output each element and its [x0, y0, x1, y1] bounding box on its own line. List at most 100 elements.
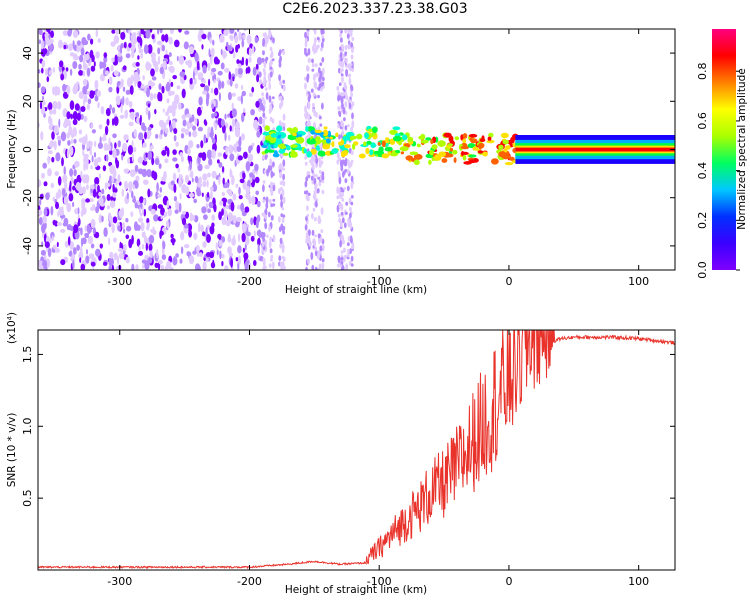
spectrogram-noise-cell: [92, 188, 97, 198]
spectrogram-streak-cell: [268, 82, 271, 90]
spectrogram-noise-cell: [99, 243, 104, 249]
spectrogram-noise-cell: [111, 118, 115, 126]
spectrogram-signal-cell: [342, 136, 349, 141]
spectrogram-noise-cell: [94, 140, 97, 148]
spectrogram-streak-cell: [279, 243, 283, 249]
spectrogram-noise-cell: [251, 86, 255, 93]
spectrogram-noise-cell: [176, 55, 179, 62]
spectrogram-signal-cell: [418, 135, 425, 140]
spectrogram-noise-cell: [145, 29, 151, 39]
spectrogram-noise-cell: [226, 41, 229, 47]
spectrogram-noise-cell: [122, 86, 126, 92]
spectrogram-noise-cell: [114, 54, 118, 65]
spectrogram-noise-cell: [208, 158, 213, 166]
spectrogram-noise-cell: [90, 188, 93, 193]
spectrogram-noise-cell: [251, 142, 255, 147]
spectrogram-streak-cell: [262, 112, 266, 118]
spectrogram-signal-cell: [370, 143, 377, 148]
spectrogram-noise-cell: [210, 126, 214, 137]
spectrogram-noise-cell: [225, 146, 228, 155]
spectrogram-noise-cell: [46, 76, 50, 83]
spectrogram-panel: -300 -200 -100 0 100 40 20 0 -20 -40 Height of s…: [6, 28, 676, 296]
spectrogram-streak-cell: [304, 112, 307, 118]
spectrogram-noise-cell: [211, 137, 216, 144]
spectrogram-noise-cell: [145, 61, 151, 71]
spectrogram-signal-cell: [344, 144, 351, 149]
spectrogram-streak-cell: [272, 161, 275, 168]
spectrogram-streak-cell: [305, 266, 308, 270]
spectrogram-streak-cell: [347, 44, 350, 49]
spectrogram-streak-cell: [340, 260, 344, 266]
spectrogram-noise-cell: [39, 193, 44, 200]
spectrogram-streak-cell: [311, 68, 315, 72]
spectrogram-noise-cell: [139, 196, 144, 204]
spectrogram-streak-cell: [306, 65, 310, 72]
spectrogram-signal-cell: [305, 126, 309, 132]
spectrogram-noise-cell: [254, 36, 258, 44]
spectrogram-streak-cell: [314, 234, 317, 238]
spectrogram-noise-cell: [168, 52, 172, 57]
spectrogram-noise-cell: [97, 101, 100, 109]
spectrogram-signal-cell: [264, 125, 270, 132]
spectrogram-noise-cell: [106, 205, 110, 210]
spectrogram-noise-cell: [242, 247, 245, 253]
spectrogram-streak-cell: [340, 92, 343, 97]
spectrogram-streak-cell: [338, 217, 342, 223]
spectrogram-streak-cell: [318, 169, 322, 174]
spectrogram-noise-cell: [171, 120, 176, 129]
spectrogram-streak-cell: [268, 240, 272, 248]
spectrogram-noise-cell: [73, 138, 77, 144]
spectrogram-noise-cell: [206, 149, 212, 160]
spectrogram-noise-cell: [38, 259, 42, 267]
spectrogram-streak-cell: [318, 180, 322, 187]
spectrogram-noise-cell: [101, 136, 107, 142]
spectrogram-noise-cell: [100, 61, 107, 69]
spectrogram-noise-cell: [123, 228, 126, 234]
spectrogram-noise-cell: [155, 134, 159, 139]
spectrogram-streak-cell: [282, 50, 286, 55]
spectrogram-streak-cell: [350, 126, 353, 131]
spectrogram-noise-cell: [230, 170, 233, 178]
spectrogram-streak-cell: [347, 236, 351, 242]
spectrogram-noise-cell: [170, 81, 174, 87]
spectrogram-noise-cell: [204, 164, 210, 170]
spectrogram-noise-cell: [241, 84, 244, 91]
spectrogram-noise-cell: [108, 257, 114, 267]
spectrogram-noise-cell: [86, 249, 88, 255]
spectrogram-streak-cell: [282, 196, 286, 204]
spectrogram-noise-cell: [122, 65, 127, 71]
chart-title: C2E6.2023.337.23.38.G03: [282, 1, 468, 17]
spectrogram-noise-cell: [56, 221, 63, 227]
spectrogram-noise-cell: [141, 231, 145, 238]
spectrogram-noise-cell: [157, 193, 162, 198]
spectrogram-noise-cell: [100, 73, 105, 82]
spectrogram-noise-cell: [61, 157, 64, 167]
spectrogram-noise-cell: [234, 67, 239, 77]
spectrogram-noise-cell: [214, 87, 219, 96]
spectrogram-noise-cell: [68, 193, 74, 202]
spectrogram-streak-cell: [345, 201, 349, 206]
spectrogram-noise-cell: [196, 190, 202, 197]
spectrogram-streak-cell: [261, 92, 264, 97]
spectrogram-noise-cell: [182, 210, 187, 215]
spectrogram-streak-cell: [321, 189, 325, 195]
spectrogram-noise-cell: [137, 217, 144, 223]
spectrogram-signal-cell: [468, 154, 477, 158]
spectrogram-signal-cell: [372, 126, 378, 133]
spectrogram-noise-cell: [201, 33, 207, 40]
colorbar-tick-label: 0.8: [696, 62, 709, 80]
spectrogram-noise-cell: [143, 153, 146, 162]
spectrogram-noise-cell: [60, 131, 67, 142]
spectrogram-noise-cell: [146, 87, 150, 98]
spectrogram-noise-cell: [213, 56, 219, 65]
spectrogram-noise-cell: [52, 108, 57, 115]
spectrogram-noise-cell: [89, 49, 94, 59]
spectrogram-signal-cell: [462, 133, 468, 139]
spectrogram-signal-cell: [316, 147, 321, 151]
spectrogram-noise-cell: [188, 255, 195, 265]
spectrogram-noise-cell: [76, 46, 80, 53]
spectrogram-noise-cell: [94, 79, 99, 90]
spectrogram-noise-cell: [89, 149, 93, 156]
spectrogram-noise-cell: [146, 217, 150, 224]
spectrogram-noise-cell: [202, 173, 208, 181]
